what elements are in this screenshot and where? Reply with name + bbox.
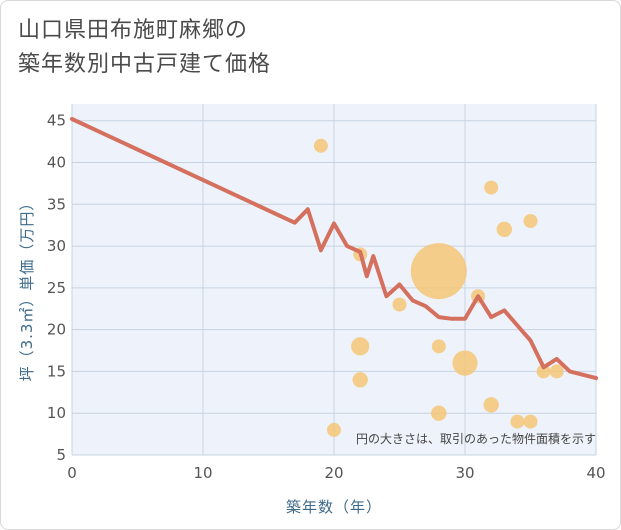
grid-lines: [71, 104, 597, 456]
chart-title-line-2: 築年数別中古戸建て価格: [18, 52, 272, 77]
bubble-series: [313, 138, 564, 437]
x-axis-label: 築年数（年）: [286, 498, 382, 516]
y-tick-label-7: 40: [47, 154, 66, 172]
y-tick-label-1: 10: [47, 404, 66, 422]
bubble-point-0: [313, 138, 328, 153]
y-tick-label-5: 30: [47, 237, 66, 255]
bubble-point-13: [496, 221, 512, 238]
y-tick-label-3: 20: [47, 321, 66, 339]
bubble-point-7: [431, 339, 446, 354]
y-tick-label-8: 45: [47, 112, 66, 130]
average-price-line: [70, 117, 598, 381]
bubble-point-4: [352, 372, 368, 388]
bubble-point-11: [484, 180, 499, 195]
bubble-point-8: [431, 405, 447, 421]
x-tick-label-1: 10: [193, 464, 212, 482]
x-tick-label-4: 40: [586, 464, 605, 482]
bubble-point-16: [523, 414, 538, 429]
y-axis-ticks: 5 10 15 20 25 30 35 40 45: [47, 112, 66, 464]
y-tick-label-4: 25: [47, 279, 66, 297]
bubble-size-note: 円の大きさは、取引のあった物件面積を示す: [356, 431, 596, 446]
bubble-point-17: [536, 364, 551, 379]
bubble-point-9: [452, 350, 478, 376]
bubble-point-15: [523, 214, 538, 228]
bubble-point-18: [549, 364, 564, 379]
y-tick-label-0: 5: [56, 446, 66, 464]
y-axis-label: 坪（3.3㎡）単価（万円）: [18, 195, 36, 382]
bubble-point-3: [351, 337, 370, 356]
x-tick-label-0: 0: [67, 464, 77, 482]
y-tick-label-2: 15: [47, 362, 66, 380]
x-tick-label-2: 20: [324, 464, 343, 482]
x-tick-label-3: 30: [455, 464, 474, 482]
chart-title-line-1: 山口県田布施町麻郷の: [18, 18, 249, 43]
bubble-point-6: [410, 243, 467, 300]
bubble-point-1: [327, 422, 341, 437]
bubble-point-5: [392, 297, 407, 312]
x-axis-ticks: 0 10 20 30 40: [67, 464, 605, 482]
chart-title: 山口県田布施町麻郷の 築年数別中古戸建て価格: [18, 14, 271, 82]
y-tick-label-6: 35: [47, 195, 66, 213]
bubble-point-12: [483, 397, 499, 413]
bubble-point-14: [510, 414, 525, 429]
